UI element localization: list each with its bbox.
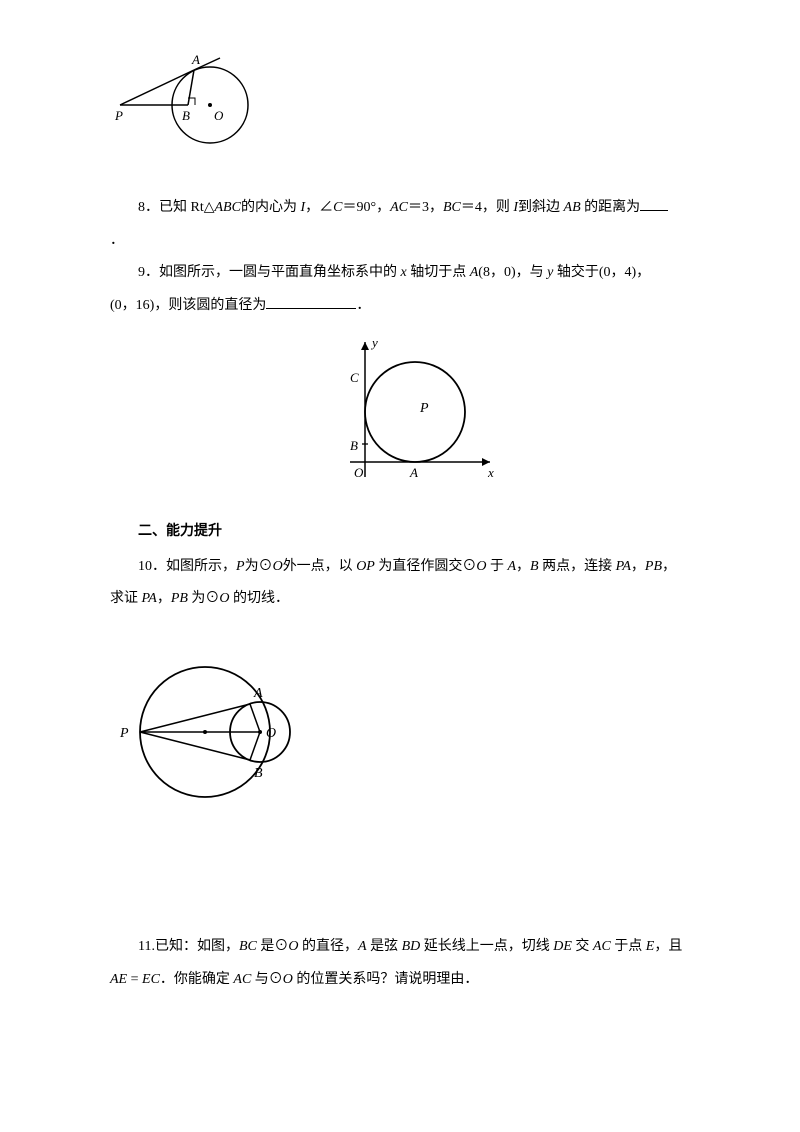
label-O: O (214, 108, 224, 123)
q8-AC: AC (390, 200, 408, 215)
label-x: x (487, 465, 494, 480)
question-10-line1: 10．如图所示，P为⊙O外一点，以 OP 为直径作圆交⊙O 于 A，B 两点，连… (110, 552, 700, 583)
label-B: B (182, 108, 190, 123)
q11-t: 于点 (611, 939, 646, 954)
q10-t: ， (516, 559, 530, 574)
q11-t: 的位置关系吗？请说明理由． (293, 972, 479, 987)
q10-t: ， (631, 559, 645, 574)
q10-PB2: PB (171, 591, 188, 606)
q9-A: A (470, 265, 479, 280)
q10-t: 于 (486, 559, 507, 574)
q11-t: ．你能确定 (160, 972, 234, 987)
document-page: A P B O 8．已知 Rt△ABC的内心为 I，∠C＝90°，AC＝3，BC… (0, 0, 800, 1038)
label-O: O (354, 465, 364, 480)
q8-t: ＝4，则 (461, 200, 514, 215)
label-O: O (266, 726, 276, 741)
q11-t: 是弦 (367, 939, 402, 954)
q10-t: 10．如图所示， (138, 559, 236, 574)
question-8: 8．已知 Rt△ABC的内心为 I，∠C＝90°，AC＝3，BC＝4，则 I到斜… (110, 193, 700, 224)
q11-O2: O (283, 972, 293, 987)
q11-t: 与⊙ (251, 972, 283, 987)
question-11-line1: 11.已知：如图，BC 是⊙O 的直径，A 是弦 BD 延长线上一点，切线 DE… (110, 932, 700, 963)
blank-q9 (266, 294, 356, 309)
q9-t: (8，0)，与 (478, 265, 543, 280)
q8-t: 到斜边 (518, 200, 564, 215)
q11-BC: BC (239, 939, 257, 954)
q8-text: 8．已知 Rt△ (138, 200, 215, 215)
label-P: P (419, 401, 429, 416)
q11-eq: = (127, 972, 142, 987)
q11-t: 延长线上一点，切线 (420, 939, 553, 954)
q9-y: y (544, 265, 557, 280)
q9-t: ． (356, 298, 370, 313)
q8-t: 的内心为 (241, 200, 301, 215)
q10-t: 的切线． (230, 591, 290, 606)
q8-abc: ABC (215, 200, 241, 215)
q10-t: 为⊙ (188, 591, 220, 606)
label-C: C (350, 370, 359, 385)
q8-t: ＝90°， (342, 200, 390, 215)
q9-t: 轴交于(0，4)， (557, 265, 650, 280)
label-y: y (370, 335, 378, 350)
blank-q8 (640, 196, 668, 211)
q10-B: B (530, 559, 539, 574)
q10-t: 为⊙ (245, 559, 273, 574)
q11-AC2: AC (233, 972, 251, 987)
q11-EC: EC (142, 972, 160, 987)
q8-BC: BC (443, 200, 461, 215)
label-B: B (254, 766, 263, 781)
label-P: P (119, 726, 129, 741)
q10-t: ， (662, 559, 676, 574)
q10-P: P (236, 559, 245, 574)
label-B: B (350, 438, 358, 453)
q10-PA: PA (616, 559, 631, 574)
q10-t: 为直径作圆交⊙ (375, 559, 477, 574)
spacer (110, 617, 700, 657)
q10-t: ， (157, 591, 171, 606)
q11-t: 是⊙ (257, 939, 289, 954)
q8-AB: AB (564, 200, 581, 215)
question-8-tail: ． (110, 226, 700, 257)
question-11-line2: AE = EC．你能确定 AC 与⊙O 的位置关系吗？请说明理由． (110, 965, 700, 996)
q10-t: 外一点，以 (283, 559, 357, 574)
question-9-line1: 9．如图所示，一圆与平面直角坐标系中的 x 轴切于点 A(8，0)，与 y 轴交… (110, 258, 700, 289)
q8-t: ，∠ (305, 200, 333, 215)
q10-O3: O (219, 591, 229, 606)
label-P: P (114, 108, 123, 123)
q11-t: ，且 (654, 939, 682, 954)
q11-t: 的直径， (299, 939, 359, 954)
q10-O: O (273, 559, 283, 574)
figure-q7: A P B O (110, 40, 700, 163)
q11-A: A (358, 939, 367, 954)
q11-t: 交 (572, 939, 593, 954)
q10-PA2: PA (142, 591, 157, 606)
label-A: A (409, 465, 418, 480)
q10-t: 两点，连接 (539, 559, 616, 574)
q10-t: 求证 (110, 591, 142, 606)
q9-x: x (397, 265, 410, 280)
q10-O2: O (476, 559, 486, 574)
q9-t: 9．如图所示，一圆与平面直角坐标系中的 (138, 265, 397, 280)
q10-OP: OP (356, 559, 375, 574)
spacer (110, 850, 700, 930)
question-9-line2: (0，16)，则该圆的直径为 ． (110, 291, 700, 322)
q8-t: 的距离为 (581, 200, 641, 215)
q9-t: 轴切于点 (410, 265, 470, 280)
q11-AE: AE (110, 972, 127, 987)
q11-DE: DE (553, 939, 572, 954)
label-A: A (253, 686, 263, 701)
q8-t: ＝3， (408, 200, 443, 215)
q10-A: A (507, 559, 516, 574)
figure-q10: P A B O (100, 657, 700, 820)
question-10-line2: 求证 PA，PB 为⊙O 的切线． (110, 584, 700, 615)
figure-q9: P O A x y B C (110, 332, 700, 505)
q11-t: 11.已知：如图， (138, 939, 239, 954)
q10-PB: PB (645, 559, 662, 574)
q11-AC: AC (593, 939, 611, 954)
label-A: A (191, 52, 200, 67)
q9-t: (0，16)，则该圆的直径为 (110, 298, 266, 313)
q11-O: O (288, 939, 298, 954)
section-heading-2: 二、能力提升 (110, 515, 700, 546)
q11-BD: BD (402, 939, 421, 954)
